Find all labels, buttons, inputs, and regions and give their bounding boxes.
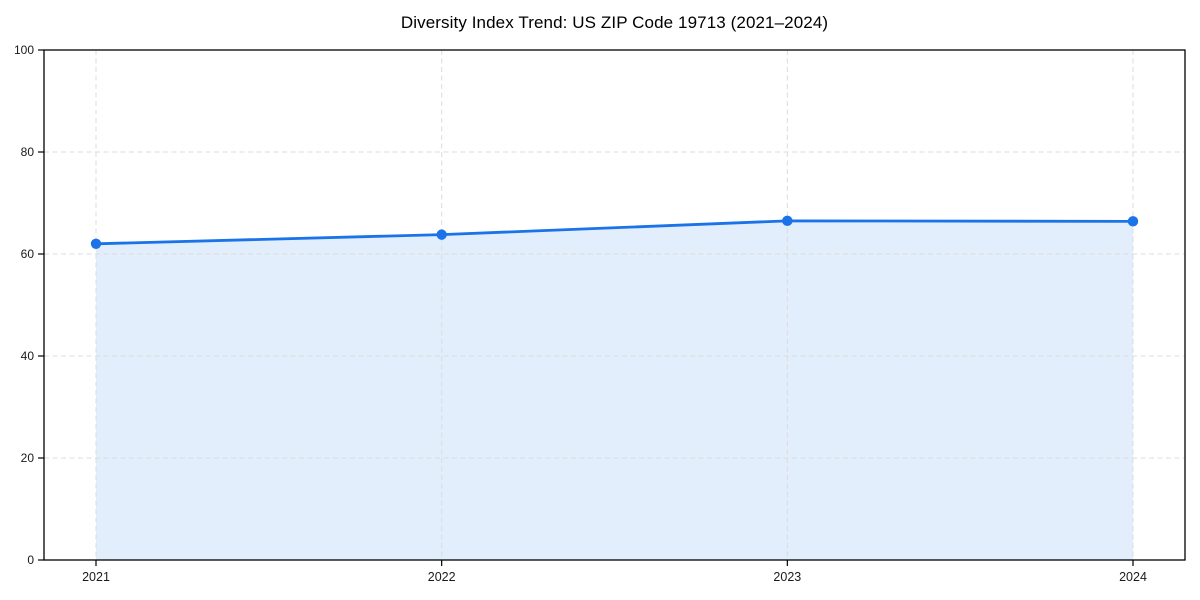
series-line	[94, 219, 1135, 246]
plot-border	[43, 49, 1186, 561]
y-tick-label: 40	[21, 349, 35, 363]
data-point-marker	[782, 215, 793, 227]
area-fill	[96, 220, 1133, 560]
x-tick-label: 2024	[1119, 570, 1147, 584]
y-tick-label: 0	[27, 553, 34, 567]
y-tick-label: 20	[21, 451, 35, 465]
y-tick-label: 80	[21, 145, 35, 159]
x-tick-label: 2023	[773, 570, 801, 584]
data-point-marker	[1127, 216, 1139, 227]
x-tick-label: 2021	[82, 570, 110, 584]
data-point-marker	[436, 229, 447, 240]
y-tick-label: 100	[14, 43, 34, 57]
x-tick-label: 2022	[428, 570, 456, 584]
y-tick-label: 60	[21, 247, 35, 261]
data-point-marker	[90, 238, 102, 249]
chart-title: Diversity Index Trend: US ZIP Code 19713…	[400, 13, 829, 32]
